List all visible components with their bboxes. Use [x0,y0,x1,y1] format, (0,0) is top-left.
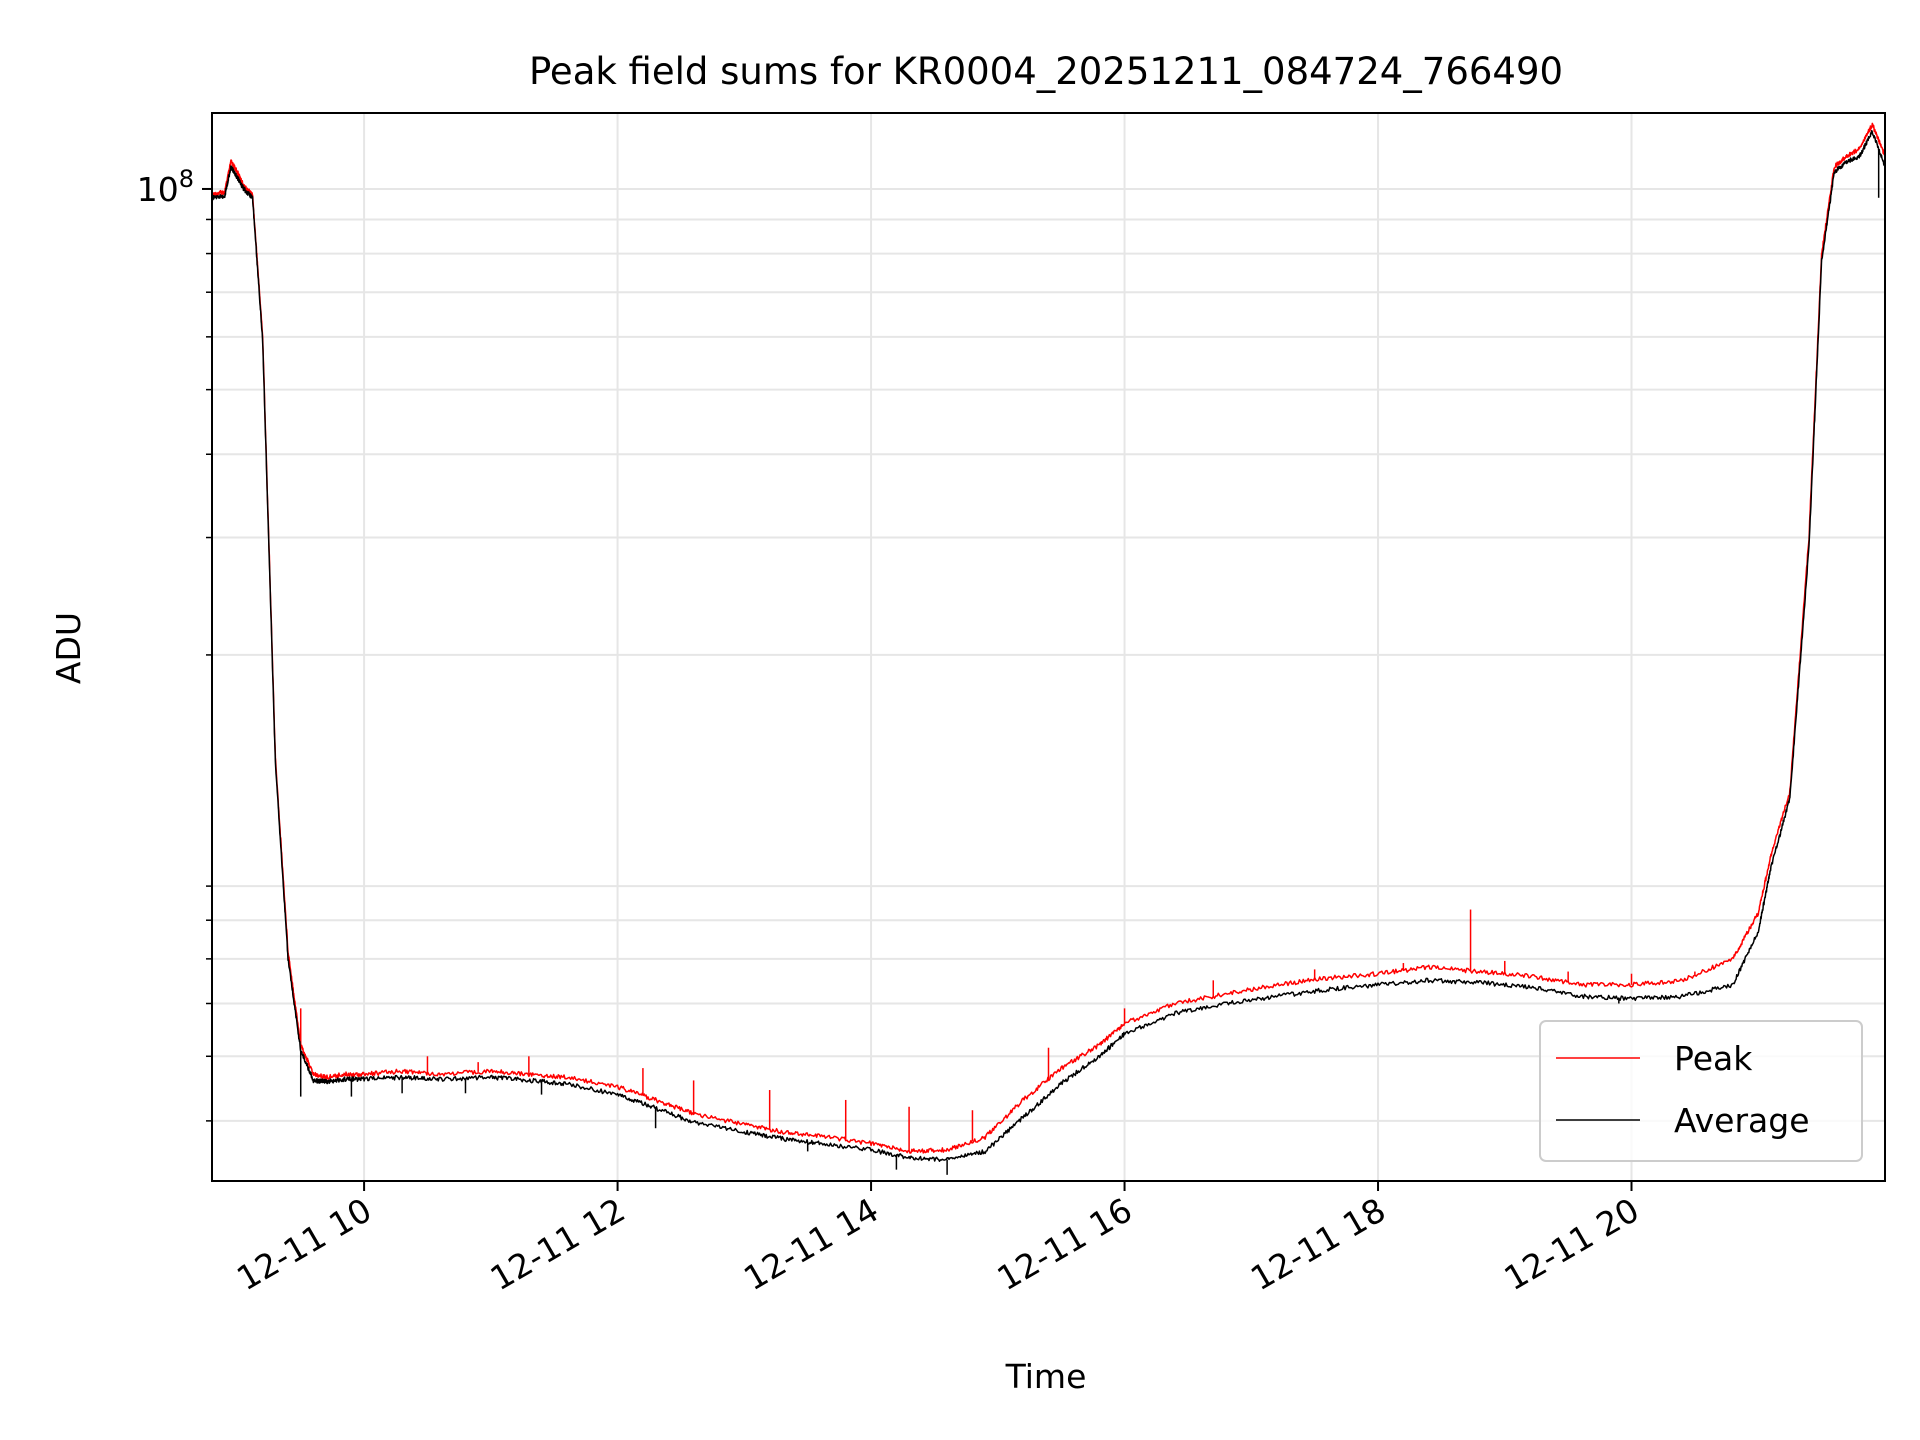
series-lines [212,122,1885,1175]
grid-lines [212,113,1885,1181]
x-axis-label: Time [1005,1357,1087,1396]
plot-frame [211,112,1886,1182]
legend-label-average: Average [1674,1101,1810,1140]
y-tick-label: 108 [137,165,194,209]
chart-title: Peak field sums for KR0004_20251211_0847… [529,50,1563,93]
legend-box [1539,1020,1863,1162]
y-axis: 108 [137,165,212,1122]
legend: Peak Average [1539,1020,1863,1162]
legend-label-peak: Peak [1674,1039,1753,1078]
y-axis-label: ADU [49,612,88,684]
